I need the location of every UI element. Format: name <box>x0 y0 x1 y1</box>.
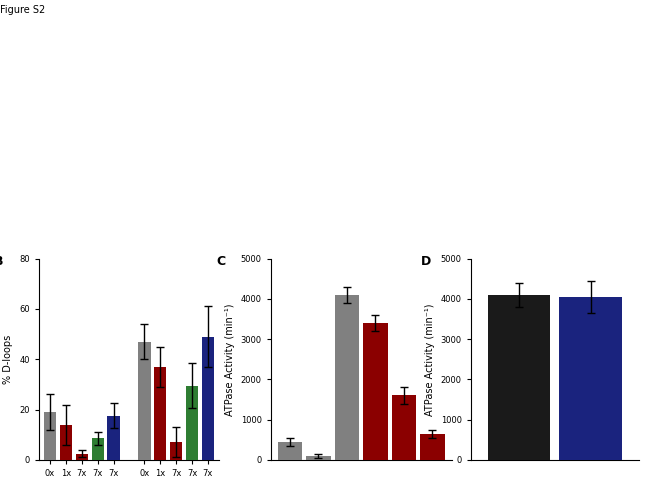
Y-axis label: ATPase Activity (min⁻¹): ATPase Activity (min⁻¹) <box>225 303 235 415</box>
Bar <box>108 416 120 460</box>
Bar <box>75 454 88 460</box>
Bar <box>202 337 214 460</box>
Bar <box>392 396 416 460</box>
Text: D: D <box>421 255 431 268</box>
Bar <box>335 295 359 460</box>
Text: C: C <box>217 255 226 268</box>
Bar <box>420 433 445 460</box>
Bar <box>488 295 550 460</box>
Bar <box>186 386 198 460</box>
Bar <box>363 323 388 460</box>
Bar <box>138 342 150 460</box>
Bar <box>60 425 72 460</box>
Text: B: B <box>0 255 3 268</box>
Bar <box>306 456 331 460</box>
Bar <box>154 367 166 460</box>
Y-axis label: % D-loops: % D-loops <box>3 335 14 384</box>
Bar <box>559 297 622 460</box>
Bar <box>277 442 303 460</box>
Bar <box>170 442 183 460</box>
Y-axis label: ATPase Activity (min⁻¹): ATPase Activity (min⁻¹) <box>425 303 435 415</box>
Text: Figure S2: Figure S2 <box>0 5 45 15</box>
Bar <box>92 438 104 460</box>
Bar <box>44 412 56 460</box>
